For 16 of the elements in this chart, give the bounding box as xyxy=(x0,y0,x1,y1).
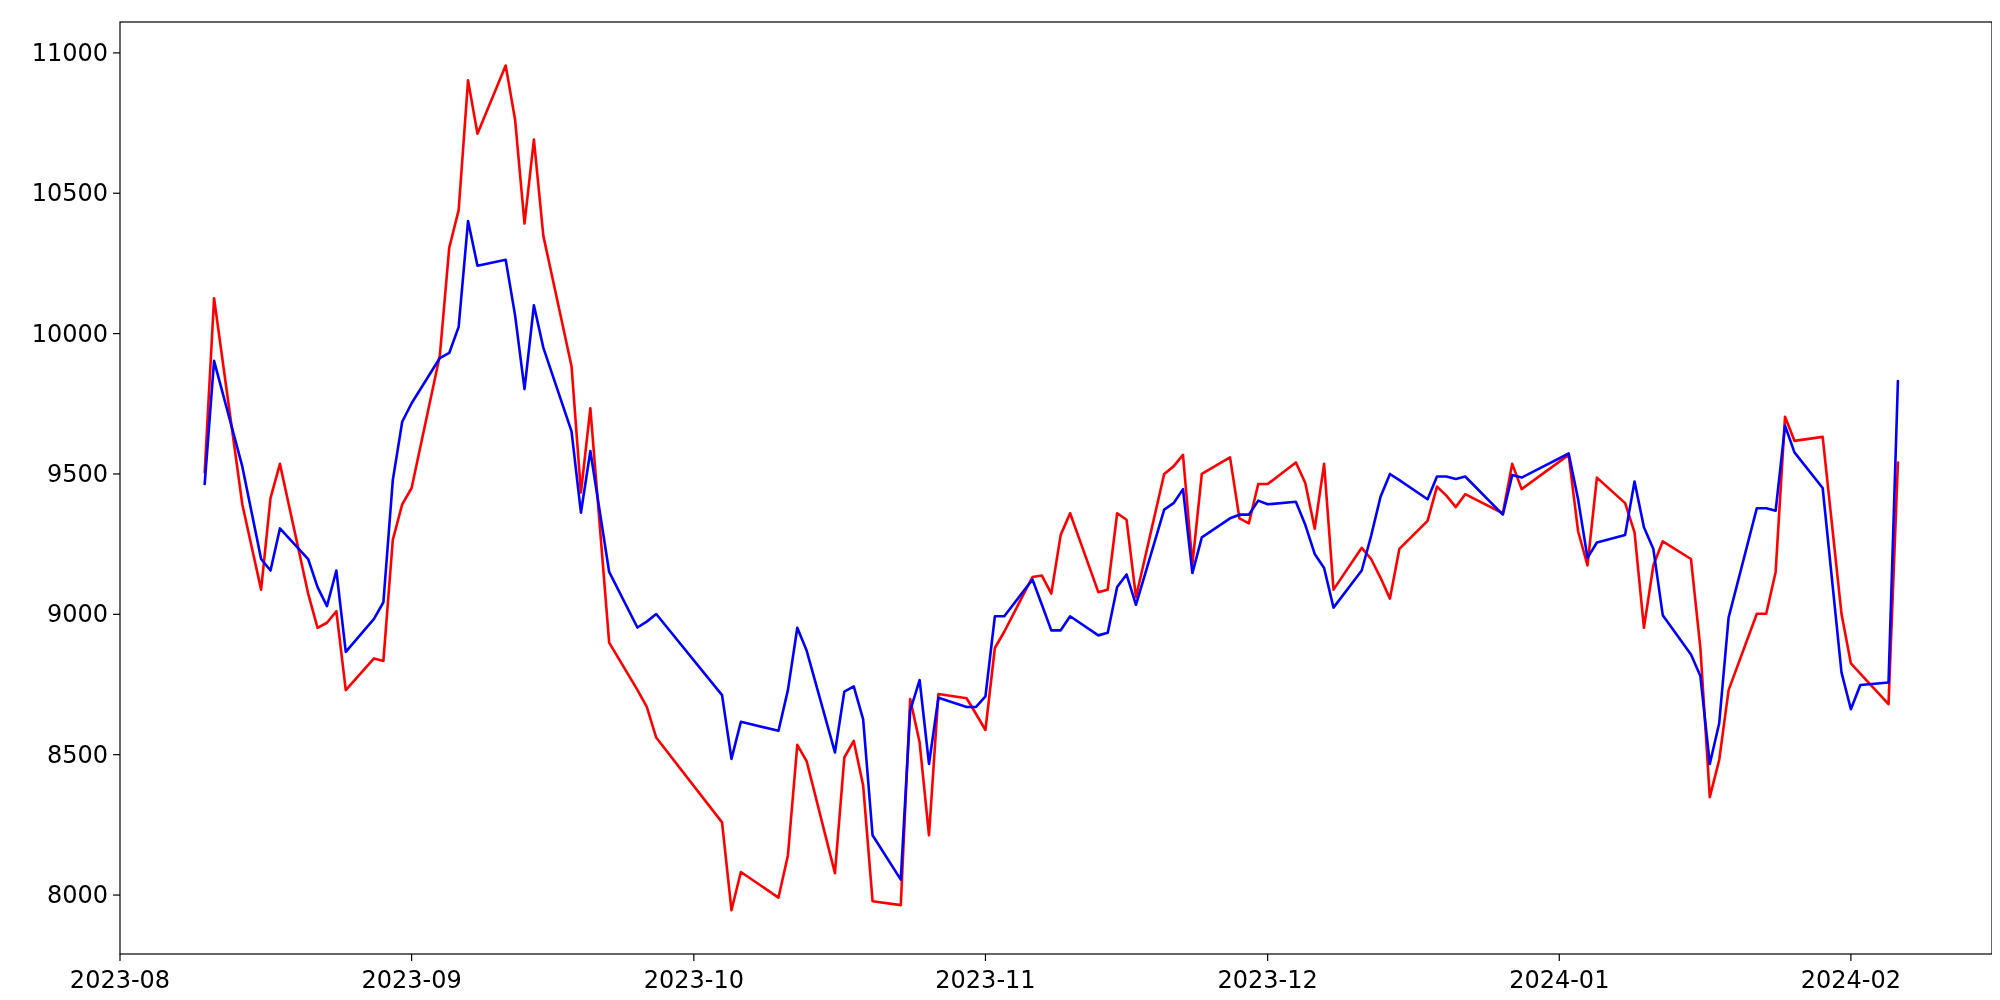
y-tick-label: 8000 xyxy=(46,881,108,910)
line-series xyxy=(203,64,1900,912)
line-series xyxy=(203,219,1900,881)
y-tick-label: 10500 xyxy=(31,179,108,208)
x-tick-label: 2024-01 xyxy=(1509,966,1610,994)
y-tick-label: 11000 xyxy=(31,38,108,67)
y-tick-label: 8500 xyxy=(46,740,108,769)
y-tick-label: 9000 xyxy=(46,600,108,629)
y-tick-label: 10000 xyxy=(31,319,108,348)
x-tick-label: 2023-10 xyxy=(643,966,744,994)
x-tick-label: 2023-11 xyxy=(935,966,1036,994)
x-tick-label: 2024-02 xyxy=(1800,966,1902,994)
y-tick-label: 9500 xyxy=(46,459,108,488)
x-tick-label: 2023-09 xyxy=(361,966,462,994)
x-tick-label: 2023-08 xyxy=(69,966,171,994)
x-tick-label: 2023-12 xyxy=(1217,966,1318,994)
